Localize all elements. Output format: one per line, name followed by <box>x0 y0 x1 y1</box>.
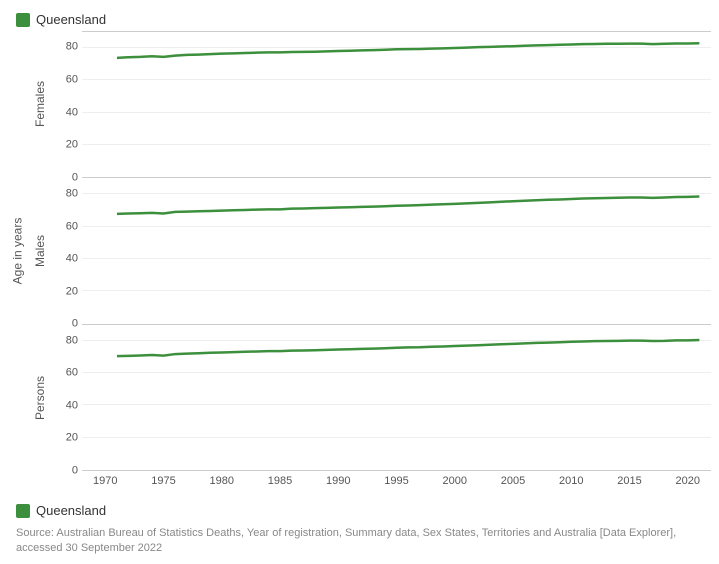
y-tick: 40 <box>66 107 78 118</box>
chart-panel <box>82 31 711 177</box>
legend-bottom: Queensland <box>8 495 711 522</box>
chart-area: Age in years FemalesMalesPersons 0204060… <box>8 31 711 471</box>
x-tick: 1995 <box>384 475 408 487</box>
legend-label-bottom: Queensland <box>36 503 106 518</box>
y-tick-column: 020406080020406080020406080 <box>54 31 82 471</box>
x-tick: 2010 <box>559 475 583 487</box>
y-axis-label-column: Age in years <box>8 31 26 471</box>
x-tick: 2015 <box>617 475 641 487</box>
x-tick: 1990 <box>326 475 350 487</box>
x-tick: 2005 <box>501 475 525 487</box>
legend-label: Queensland <box>36 12 106 27</box>
panel-label: Persons <box>33 376 47 420</box>
legend-swatch-bottom <box>16 504 30 518</box>
x-axis-row: 1970 1975 1980 1985 1990 1995 2000 2005 2010 2015… <box>8 471 711 495</box>
x-tick: 2020 <box>675 475 699 487</box>
x-tick: 1970 <box>93 475 117 487</box>
y-tick: 80 <box>66 42 78 53</box>
y-tick: 60 <box>66 221 78 232</box>
chart-panel <box>82 177 711 323</box>
y-axis-label: Age in years <box>10 218 24 285</box>
y-tick: 20 <box>66 140 78 151</box>
plot-column <box>82 31 711 471</box>
x-tick: 1980 <box>210 475 234 487</box>
y-tick: 20 <box>66 286 78 297</box>
y-tick: 80 <box>66 335 78 346</box>
y-tick: 60 <box>66 74 78 85</box>
legend-top: Queensland <box>8 8 711 31</box>
y-tick: 40 <box>66 254 78 265</box>
chart-panel <box>82 324 711 471</box>
x-tick: 1975 <box>151 475 175 487</box>
x-tick: 2000 <box>442 475 466 487</box>
y-tick: 60 <box>66 368 78 379</box>
y-tick: 40 <box>66 400 78 411</box>
y-tick: 20 <box>66 433 78 444</box>
x-tick-area: 1970 1975 1980 1985 1990 1995 2000 2005 2010 2015… <box>82 471 711 495</box>
y-tick: 80 <box>66 188 78 199</box>
y-tick: 0 <box>72 466 78 477</box>
panel-label: Males <box>33 235 47 267</box>
source-text: Source: Australian Bureau of Statistics … <box>8 522 711 556</box>
panel-label: Females <box>33 81 47 127</box>
x-tick: 1985 <box>268 475 292 487</box>
legend-swatch <box>16 13 30 27</box>
panel-labels-column: Females Males Persons <box>26 31 54 471</box>
